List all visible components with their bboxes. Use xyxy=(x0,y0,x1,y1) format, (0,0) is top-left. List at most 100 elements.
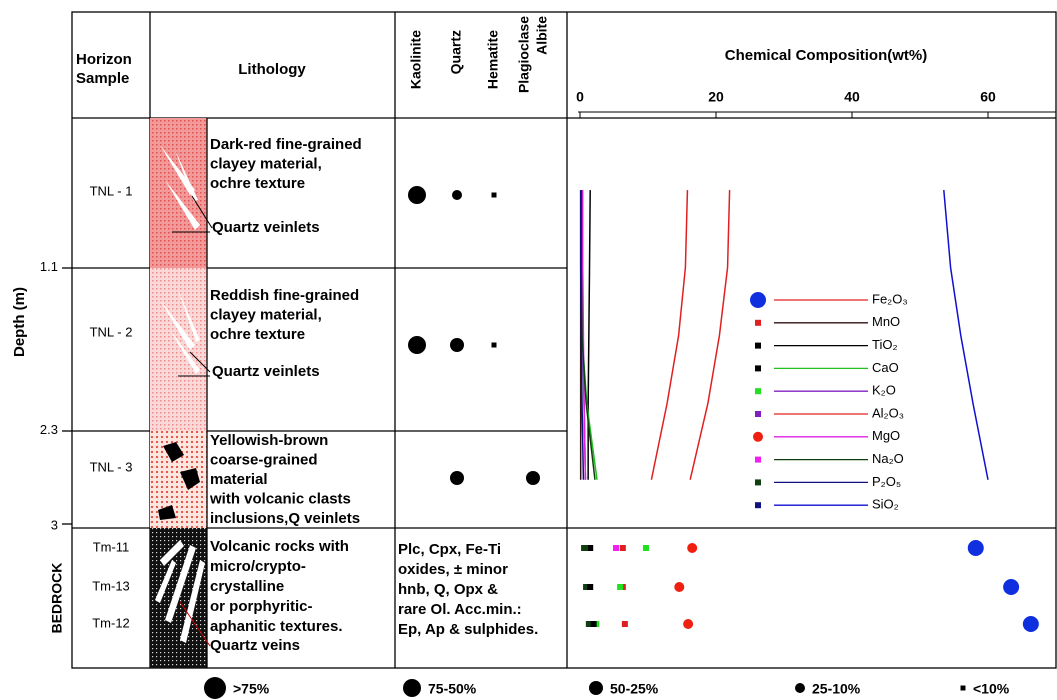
abundance-symbol xyxy=(408,186,426,204)
lithology-text: or porphyritic- xyxy=(210,598,313,615)
abundance-symbol xyxy=(526,471,540,485)
composition-line xyxy=(689,190,731,480)
lithology-text: micro/crypto- xyxy=(210,558,306,575)
horizon-label: TNL - 2 xyxy=(90,324,133,339)
depth-label: Depth (m) xyxy=(11,287,28,357)
bedrock-point xyxy=(1022,616,1039,632)
content: Horizon Sample Lithology Kaolinite Quartz Hem… xyxy=(11,16,1056,699)
veins-text: Quartz veins xyxy=(210,637,300,654)
legend-label: Fe₂O₃ xyxy=(872,291,908,306)
bedrock-point xyxy=(1003,579,1020,595)
header-horizon: Sample xyxy=(76,70,129,87)
depth-tick-label: 2.3 xyxy=(40,422,58,437)
legend-label: Al₂O₃ xyxy=(872,405,904,420)
legend-label: <10% xyxy=(973,681,1010,697)
legend-label: TiO₂ xyxy=(872,337,898,352)
lithology-text: clayey material, xyxy=(210,306,322,323)
bedrock-point xyxy=(967,540,984,556)
legend-label: SiO₂ xyxy=(872,497,899,512)
bedrock-point xyxy=(585,621,592,627)
mineral-text: hnb, Q, Opx & xyxy=(398,581,498,598)
chem-title: Chemical Composition(wt%) xyxy=(725,47,928,64)
bedrock-point xyxy=(590,621,597,627)
abundance-symbol xyxy=(450,338,464,352)
legend-label: Na₂O xyxy=(872,451,904,466)
bedrock-point xyxy=(674,582,685,592)
bedrock-point xyxy=(587,545,594,551)
lithology-text: material xyxy=(210,471,268,488)
legend-label: 75-50% xyxy=(428,681,477,697)
mineral-header: Albite xyxy=(534,16,550,55)
x-tick-label: 60 xyxy=(980,89,996,105)
legend-symbol xyxy=(795,683,805,693)
legend-label: CaO xyxy=(872,360,899,375)
legend-symbol xyxy=(403,679,421,697)
composition-line xyxy=(581,190,587,480)
legend-marker xyxy=(755,388,761,395)
legend-label: P₂O₅ xyxy=(872,474,901,489)
bedrock-point xyxy=(583,584,590,590)
abundance-symbol xyxy=(408,336,426,354)
mineral-header: Hematite xyxy=(485,30,501,89)
legend-marker xyxy=(750,292,766,308)
legend-marker xyxy=(755,319,761,326)
mineral-text: rare Ol. Acc.min.: xyxy=(398,601,522,618)
legend-marker xyxy=(755,456,761,463)
bedrock-point xyxy=(642,545,649,551)
bedrock-point xyxy=(581,545,588,551)
horizon-label: TNL - 3 xyxy=(90,459,133,474)
horizon-label: TNL - 1 xyxy=(90,183,133,198)
legend-label: MgO xyxy=(872,428,900,443)
composition-line xyxy=(587,190,591,480)
mineral-header: Kaolinite xyxy=(408,30,424,89)
veins-text: Quartz veinlets xyxy=(212,363,320,380)
legend-marker xyxy=(755,479,761,486)
sample-label: Tm-11 xyxy=(93,539,130,554)
mineral-text: oxides, ± minor xyxy=(398,561,508,578)
lithology-text: ochre texture xyxy=(210,326,305,343)
abundance-symbol xyxy=(491,342,497,348)
legend-label: 25-10% xyxy=(812,681,861,697)
legend-label: >75% xyxy=(233,681,270,697)
composition-line xyxy=(943,190,989,480)
composition-line xyxy=(650,190,689,480)
legend-symbol xyxy=(589,681,603,695)
mineral-text: Plc, Cpx, Fe-Ti xyxy=(398,541,501,558)
legend-marker xyxy=(755,502,761,509)
mineral-text: Ep, Ap & sulphides. xyxy=(398,621,538,638)
lithology-text: Reddish fine-grained xyxy=(210,287,359,304)
bedrock-point xyxy=(619,545,626,551)
mineral-header: Quartz xyxy=(448,30,464,74)
x-tick-label: 0 xyxy=(576,89,584,105)
lithology-text: with volcanic clasts xyxy=(209,490,351,507)
lithology-text: coarse-grained xyxy=(210,451,318,468)
legend-symbol xyxy=(204,677,226,699)
legend-label: 50-25% xyxy=(610,681,659,697)
sample-label: Tm-13 xyxy=(92,578,130,593)
lithology-text: crystalline xyxy=(210,578,284,595)
veins-text: Quartz veinlets xyxy=(212,219,320,236)
sample-label: Tm-12 xyxy=(92,615,130,630)
composition-line xyxy=(579,190,585,480)
bedrock-point xyxy=(683,619,694,629)
legend-marker xyxy=(753,431,763,442)
lithology-text: inclusions,Q veinlets xyxy=(210,510,360,527)
depth-tick-label: 1.1 xyxy=(40,259,58,274)
bedrock-point xyxy=(587,584,594,590)
header-lithology: Lithology xyxy=(238,61,306,78)
lithology-text: clayey material, xyxy=(210,155,322,172)
lithology-text: ochre texture xyxy=(210,175,305,192)
abundance-symbol xyxy=(452,190,462,200)
mineral-header: Plagioclase xyxy=(516,16,532,93)
bedrock-point xyxy=(621,621,628,627)
bedrock-point xyxy=(613,545,620,551)
bedrock-point xyxy=(687,543,698,553)
x-tick-label: 40 xyxy=(844,89,860,105)
bedrock-label: BEDROCK xyxy=(49,563,65,634)
legend-marker xyxy=(755,365,761,372)
legend-marker xyxy=(755,342,761,349)
lithology-text: Dark-red fine-grained xyxy=(210,136,362,153)
abundance-symbol xyxy=(491,192,497,198)
